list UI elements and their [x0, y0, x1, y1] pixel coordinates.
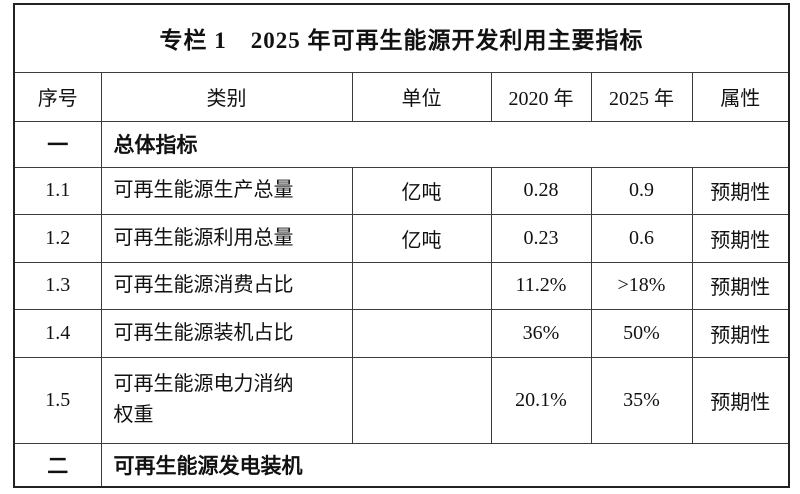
cell-2020: 36%: [490, 308, 592, 358]
column-header-category: 类别: [100, 71, 353, 122]
section-row-overall: 一 总体指标: [13, 120, 790, 168]
table-title-row: 专栏 1 2025 年可再生能源开发利用主要指标: [13, 3, 790, 73]
cell-attr: 预期性: [691, 356, 790, 444]
indicator-table: 专栏 1 2025 年可再生能源开发利用主要指标 序号 类别 单位 2020 年…: [13, 3, 791, 488]
cell-2020: 0.28: [490, 166, 592, 215]
cell-2025: 0.6: [590, 213, 693, 263]
column-header-2020: 2020 年: [490, 71, 592, 122]
table-title: 专栏 1 2025 年可再生能源开发利用主要指标: [13, 3, 790, 73]
table-row: 1.1 可再生能源生产总量 亿吨 0.28 0.9 预期性: [13, 166, 790, 215]
cell-category: 可再生能源电力消纳 权重: [100, 356, 353, 444]
cell-no: 1.4: [13, 308, 102, 358]
cell-unit: [351, 261, 492, 310]
cell-attr: 预期性: [691, 261, 790, 310]
table-row: 1.3 可再生能源消费占比 11.2% >18% 预期性: [13, 261, 790, 310]
cell-attr: 预期性: [691, 308, 790, 358]
cell-2020: 11.2%: [490, 261, 592, 310]
cell-unit: [351, 308, 492, 358]
cell-no: 一: [13, 120, 102, 168]
section-label: 总体指标: [100, 120, 790, 168]
cell-no: 1.2: [13, 213, 102, 263]
cell-no: 1.1: [13, 166, 102, 215]
cell-2025: 50%: [590, 308, 693, 358]
cell-category: 可再生能源生产总量: [100, 166, 353, 215]
cell-2025: 0.9: [590, 166, 693, 215]
cell-unit: [351, 356, 492, 444]
column-header-attr: 属性: [691, 71, 790, 122]
cell-category: 可再生能源消费占比: [100, 261, 353, 310]
cell-no: 二: [13, 442, 102, 488]
table-row: 1.4 可再生能源装机占比 36% 50% 预期性: [13, 308, 790, 358]
cell-attr: 预期性: [691, 213, 790, 263]
column-header-no: 序号: [13, 71, 102, 122]
section-label: 可再生能源发电装机: [100, 442, 790, 488]
table-row: 1.2 可再生能源利用总量 亿吨 0.23 0.6 预期性: [13, 213, 790, 263]
column-header-unit: 单位: [351, 71, 492, 122]
column-header-2025: 2025 年: [590, 71, 693, 122]
cell-attr: 预期性: [691, 166, 790, 215]
table-header-row: 序号 类别 单位 2020 年 2025 年 属性: [13, 71, 790, 122]
table-row: 1.5 可再生能源电力消纳 权重 20.1% 35% 预期性: [13, 356, 790, 444]
cell-category: 可再生能源利用总量: [100, 213, 353, 263]
cell-unit: 亿吨: [351, 213, 492, 263]
cell-2025: >18%: [590, 261, 693, 310]
cell-2025: 35%: [590, 356, 693, 444]
cell-no: 1.3: [13, 261, 102, 310]
cell-2020: 0.23: [490, 213, 592, 263]
section-row-power-capacity: 二 可再生能源发电装机: [13, 442, 790, 488]
cell-unit: 亿吨: [351, 166, 492, 215]
cell-category: 可再生能源装机占比: [100, 308, 353, 358]
cell-no: 1.5: [13, 356, 102, 444]
cell-2020: 20.1%: [490, 356, 592, 444]
